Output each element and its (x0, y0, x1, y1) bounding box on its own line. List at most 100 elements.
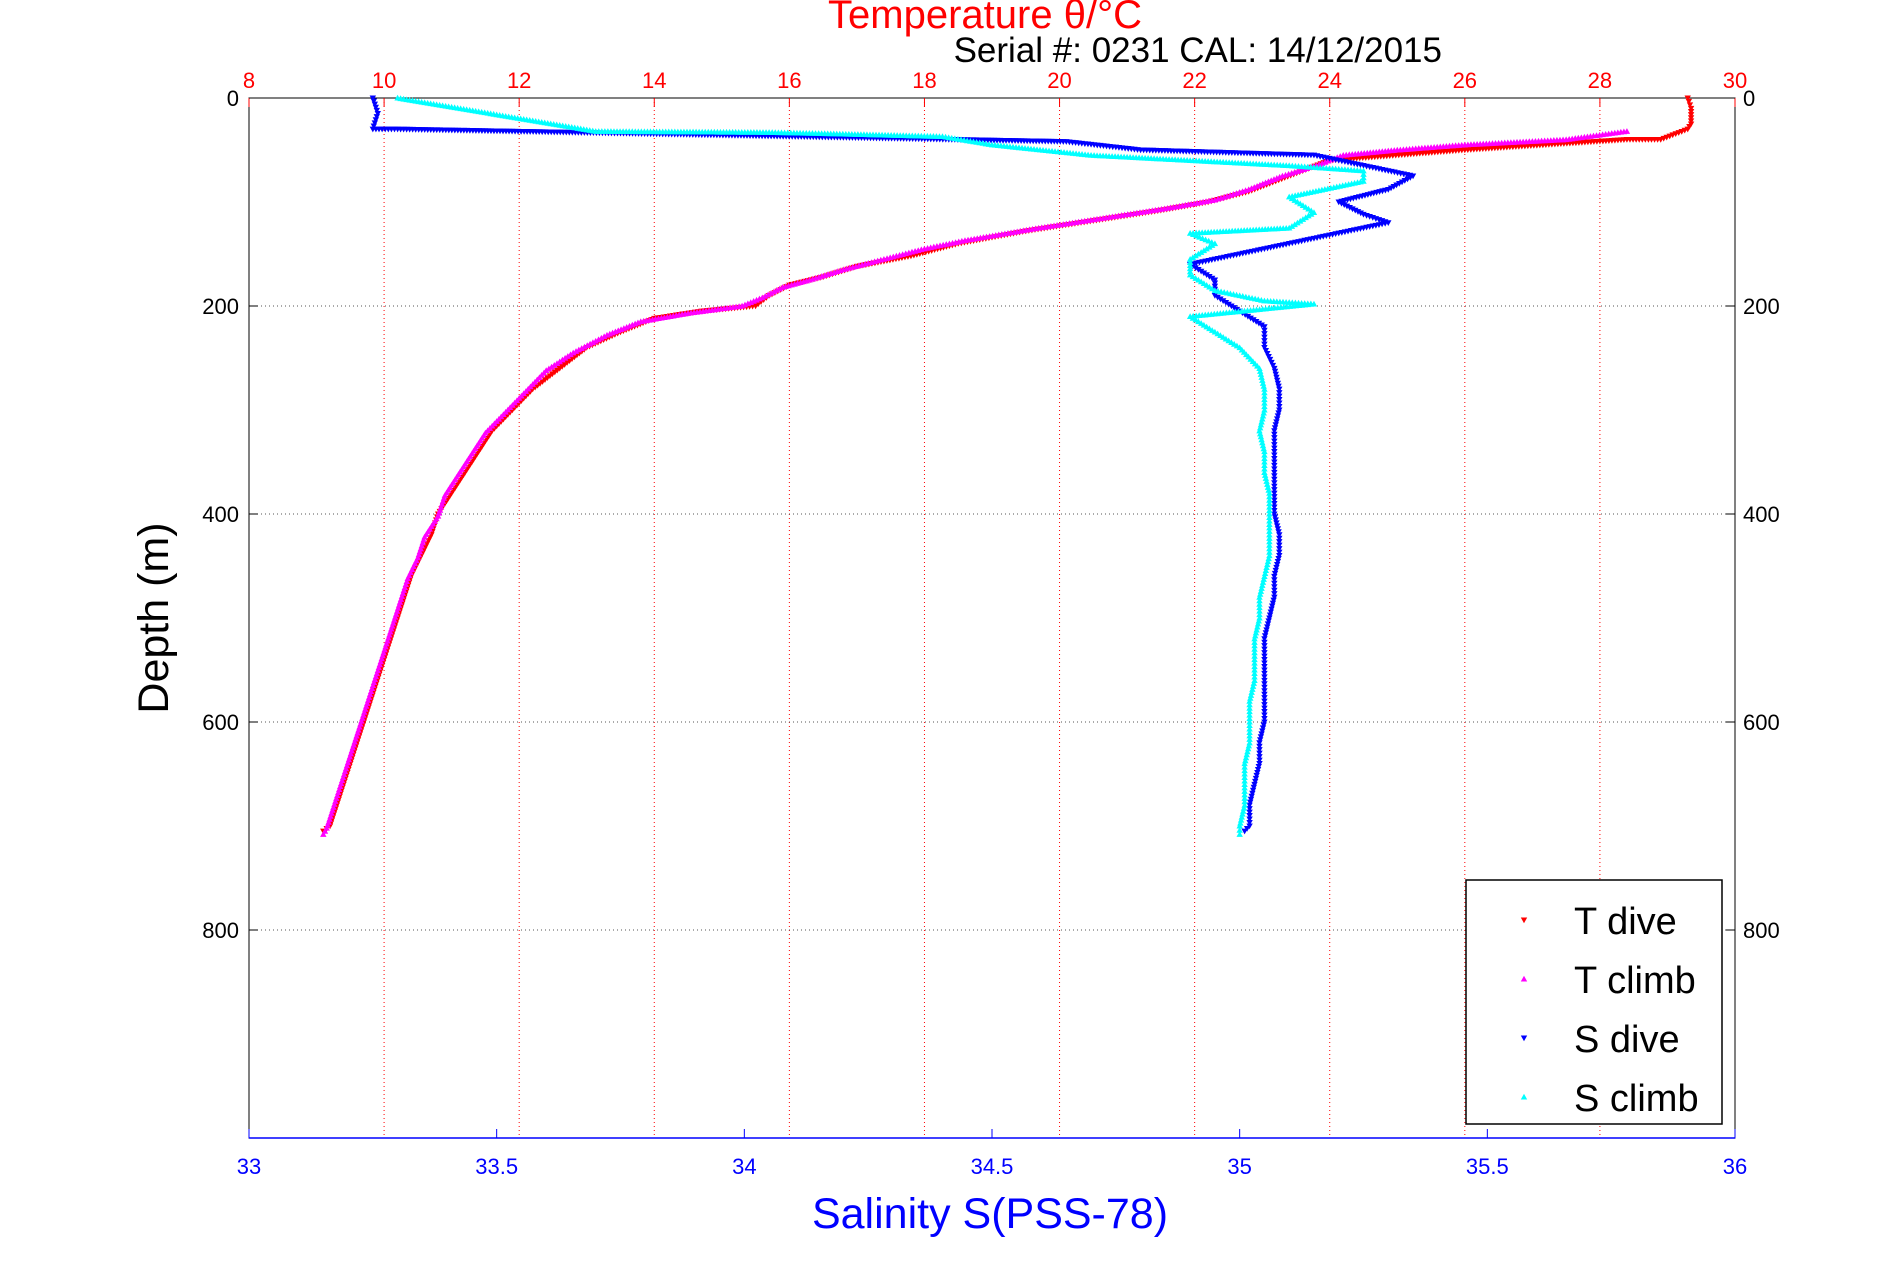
data-point (1186, 256, 1194, 262)
data-point (1271, 483, 1278, 490)
data-point (1393, 182, 1400, 189)
data-point (1261, 462, 1268, 469)
data-point (1273, 374, 1280, 381)
data-point (320, 831, 327, 837)
tick-label-depth-right: 200 (1743, 294, 1780, 319)
data-point (1243, 751, 1250, 758)
legend-marker (1520, 1035, 1528, 1042)
data-point (1203, 272, 1210, 278)
data-point (1276, 532, 1283, 538)
legend-label: T dive (1574, 901, 1677, 943)
data-point (1239, 810, 1246, 817)
y-axis-label: Depth (m) (130, 522, 178, 713)
data-point (1271, 428, 1278, 434)
data-point (1687, 115, 1695, 121)
data-point (1251, 639, 1258, 645)
data-point (1259, 415, 1266, 422)
data-point (1261, 392, 1268, 399)
data-point (1241, 828, 1248, 835)
data-point (1271, 473, 1278, 480)
data-point (1261, 448, 1268, 455)
data-point (370, 98, 378, 105)
data-point (1258, 731, 1265, 738)
data-point (1276, 400, 1283, 407)
data-point (1192, 265, 1199, 272)
data-point (1246, 725, 1253, 732)
data-point (1256, 604, 1263, 611)
data-point (1258, 418, 1265, 425)
data-point (1246, 711, 1253, 718)
data-point (1266, 503, 1273, 510)
tick-label-depth-right: 600 (1743, 710, 1780, 735)
data-point (1256, 614, 1263, 621)
data-point (1230, 305, 1238, 311)
data-point (1247, 796, 1255, 803)
data-point (1241, 795, 1248, 801)
data-point (1246, 739, 1253, 746)
data-point (1261, 712, 1268, 719)
data-point (1186, 259, 1194, 265)
data-point (1273, 564, 1280, 571)
data-point (1266, 531, 1273, 538)
data-point (372, 117, 380, 124)
data-point (1265, 487, 1272, 493)
data-point (1276, 542, 1283, 549)
tick-label-temperature: 14 (642, 68, 666, 93)
data-point (1387, 185, 1395, 192)
data-point (1208, 275, 1216, 282)
data-point (1256, 750, 1263, 757)
data-point (1261, 674, 1268, 681)
data-point (1242, 757, 1249, 764)
legend-label: S climb (1574, 1078, 1699, 1120)
data-point (1271, 501, 1278, 507)
data-point (1186, 268, 1194, 275)
data-point (1251, 670, 1258, 677)
data-point (1687, 108, 1695, 115)
tick-label-salinity: 35 (1227, 1154, 1251, 1179)
tick-label-depth-right: 400 (1743, 502, 1780, 527)
data-point (1245, 742, 1253, 749)
data-point (1259, 728, 1266, 735)
tick-label-salinity: 36 (1723, 1154, 1747, 1179)
data-point (1256, 424, 1264, 431)
data-point (1240, 807, 1247, 814)
data-point (1254, 766, 1262, 773)
data-point (1269, 600, 1277, 607)
data-point (1271, 438, 1278, 445)
data-point (1270, 597, 1277, 604)
tick-label-temperature: 10 (372, 68, 396, 93)
data-point (1276, 546, 1283, 552)
data-point (1271, 466, 1278, 473)
data-point (1261, 465, 1268, 472)
data-point (1256, 611, 1263, 618)
data-point (1241, 788, 1248, 794)
data-point (1271, 514, 1279, 521)
data-point (1259, 412, 1267, 419)
data-point (1256, 430, 1264, 437)
data-point (1273, 523, 1281, 530)
tick-label-salinity: 33 (237, 1154, 261, 1179)
data-point (1246, 704, 1253, 711)
legend-marker (1520, 917, 1528, 924)
data-point (1261, 573, 1268, 579)
data-point (1272, 422, 1279, 429)
data-point (1266, 615, 1273, 622)
tick-label-salinity: 35.5 (1466, 1154, 1509, 1179)
data-point (1261, 636, 1268, 642)
data-point (1241, 770, 1248, 777)
data-point (1276, 407, 1283, 414)
data-point (1261, 455, 1268, 462)
data-point (1251, 642, 1258, 649)
data-point (1249, 790, 1256, 797)
data-point (1261, 399, 1268, 406)
series-s-dive (369, 95, 1417, 835)
data-point (1401, 177, 1408, 184)
data-point (1246, 732, 1253, 739)
data-point (1261, 681, 1268, 688)
data-point (1687, 118, 1695, 125)
data-point (1260, 383, 1267, 389)
legend-box (1465, 879, 1723, 1125)
legend: T dive T climb S dive S climb (1465, 879, 1723, 1125)
data-point (1273, 520, 1280, 527)
